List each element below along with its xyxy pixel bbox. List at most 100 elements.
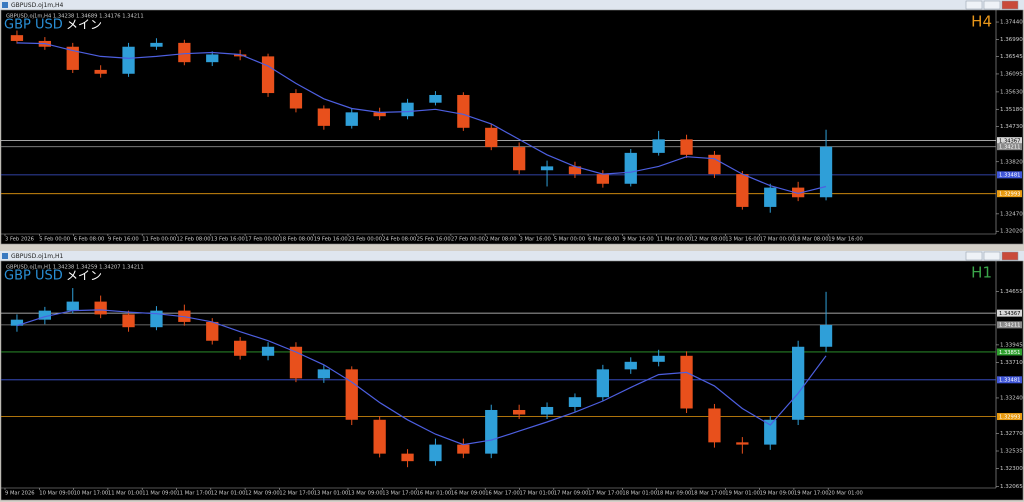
- chart-background: [0, 260, 1024, 501]
- candle-body: [289, 346, 303, 379]
- candle-body: [206, 54, 219, 63]
- x-tick-label: 5 Feb 00:00: [39, 237, 70, 243]
- x-tick-label: 18 Mar 08:00: [794, 237, 829, 243]
- x-tick-label: 3 Feb 2026: [5, 237, 34, 243]
- candle-body: [122, 46, 135, 74]
- candle-body: [150, 310, 163, 328]
- x-tick-label: 19 Mar 09:00: [760, 491, 795, 497]
- y-tick-label: 1.33820: [1000, 159, 1023, 165]
- x-tick-label: 19 Mar 01:00: [725, 491, 760, 497]
- x-tick-label: 10 Mar 17:00: [74, 491, 109, 497]
- candle-body: [66, 46, 79, 70]
- y-tick-label: 1.35180: [1000, 107, 1023, 113]
- candle-body: [736, 442, 749, 445]
- x-tick-label: 3 Mar 16:00: [520, 237, 551, 243]
- x-tick-label: 17 Mar 01:00: [520, 491, 555, 497]
- candle-body: [10, 35, 24, 41]
- price-label-box: [997, 376, 1022, 384]
- x-tick-label: 19 Mar 17:00: [794, 491, 829, 497]
- candle-body: [568, 166, 582, 175]
- x-tick-label: 18 Mar 09:00: [657, 491, 692, 497]
- candle-body: [94, 301, 107, 315]
- candle-body: [680, 139, 693, 155]
- candle-body: [708, 154, 721, 175]
- moving-average: [16, 42, 827, 195]
- x-tick-label: 20 Mar 01:00: [828, 491, 863, 497]
- x-tick-label: 18 Mar 17:00: [691, 491, 726, 497]
- x-tick-label: 11 Mar 17:00: [177, 491, 212, 497]
- window-button[interactable]: [1001, 0, 1019, 10]
- y-tick-label: 1.32770: [1000, 431, 1023, 437]
- candle-body: [345, 369, 358, 420]
- x-tick-label: 13 Mar 01:00: [314, 491, 349, 497]
- x-tick-label: 13 Mar 09:00: [348, 491, 383, 497]
- y-tick-label: 1.32470: [1000, 211, 1023, 217]
- x-tick-label: 17 Mar 00:00: [760, 237, 795, 243]
- candle-body: [261, 56, 275, 94]
- price-label-box: [997, 413, 1022, 421]
- candle-body: [429, 444, 442, 462]
- candle-body: [736, 174, 749, 207]
- candle-body: [596, 369, 609, 398]
- window-button[interactable]: [965, 0, 983, 10]
- y-tick-label: 1.32020: [1000, 229, 1023, 235]
- price-label: 1.33481: [999, 173, 1020, 179]
- x-tick-label: 9 Mar 2026: [5, 491, 35, 497]
- candle-body: [792, 346, 805, 420]
- x-tick-label: 6 Mar 08:00: [588, 237, 619, 243]
- candle-body: [401, 453, 414, 462]
- x-tick-label: 13 Mar 17:00: [382, 491, 417, 497]
- x-tick-label: 11 Mar 09:00: [142, 491, 177, 497]
- x-tick-label: 25 Feb 16:00: [417, 237, 451, 243]
- price-label-box: [997, 348, 1022, 356]
- candle-body: [652, 139, 665, 153]
- x-tick-label: 16 Mar 01:00: [417, 491, 452, 497]
- price-label: 1.33481: [999, 378, 1020, 384]
- candle-body: [234, 340, 247, 356]
- x-tick-label: 11 Feb 00:00: [142, 237, 176, 243]
- price-label-box: [997, 143, 1022, 151]
- window-button[interactable]: [983, 0, 1001, 10]
- price-label-box: [997, 171, 1022, 179]
- x-tick-label: 12 Mar 08:00: [691, 237, 726, 243]
- x-tick-label: 23 Feb 00:00: [348, 237, 382, 243]
- candle-body: [792, 187, 805, 198]
- x-tick-label: 9 Feb 16:00: [108, 237, 139, 243]
- window-button[interactable]: [965, 251, 983, 261]
- y-tick-label: 1.36545: [1000, 54, 1023, 60]
- x-tick-label: 11 Mar 01:00: [108, 491, 143, 497]
- price-label: 1.34211: [999, 144, 1020, 150]
- candle-body: [540, 406, 554, 415]
- title-bar: [0, 251, 1024, 261]
- price-label-box: [997, 309, 1022, 317]
- price-label-box: [997, 190, 1022, 198]
- y-tick-label: 1.37440: [1000, 20, 1023, 26]
- y-tick-label: 1.32535: [1000, 449, 1023, 455]
- x-tick-label: 6 Feb 08:00: [74, 237, 105, 243]
- window-icon: [2, 2, 8, 8]
- price-label: 1.34367: [999, 311, 1020, 317]
- label-watermark: メイン: [66, 18, 102, 32]
- x-tick-label: 19 Feb 16:00: [314, 237, 348, 243]
- candle-body: [652, 355, 665, 362]
- timeframe-watermark: H1: [971, 264, 992, 282]
- x-tick-label: 17 Mar 09:00: [554, 491, 589, 497]
- candle-body: [94, 69, 107, 74]
- y-tick-label: 1.34655: [1000, 289, 1023, 295]
- candle-body: [373, 112, 386, 117]
- x-tick-label: 27 Feb 00:00: [451, 237, 485, 243]
- y-tick-label: 1.33945: [1000, 342, 1023, 348]
- candle-body: [373, 419, 386, 454]
- x-tick-label: 12 Mar 01:00: [211, 491, 246, 497]
- symbol-watermark: GBP USD: [4, 18, 63, 33]
- candle-body: [819, 324, 833, 347]
- candle-body: [261, 346, 275, 356]
- chart-background: [0, 9, 1024, 245]
- candle-body: [66, 301, 79, 311]
- window-button[interactable]: [983, 251, 1001, 261]
- candle-body: [289, 93, 303, 109]
- x-tick-label: 2 Mar 08:00: [485, 237, 516, 243]
- candle-body: [317, 369, 330, 379]
- price-label: 1.34211: [999, 323, 1020, 329]
- window-button[interactable]: [1001, 251, 1019, 261]
